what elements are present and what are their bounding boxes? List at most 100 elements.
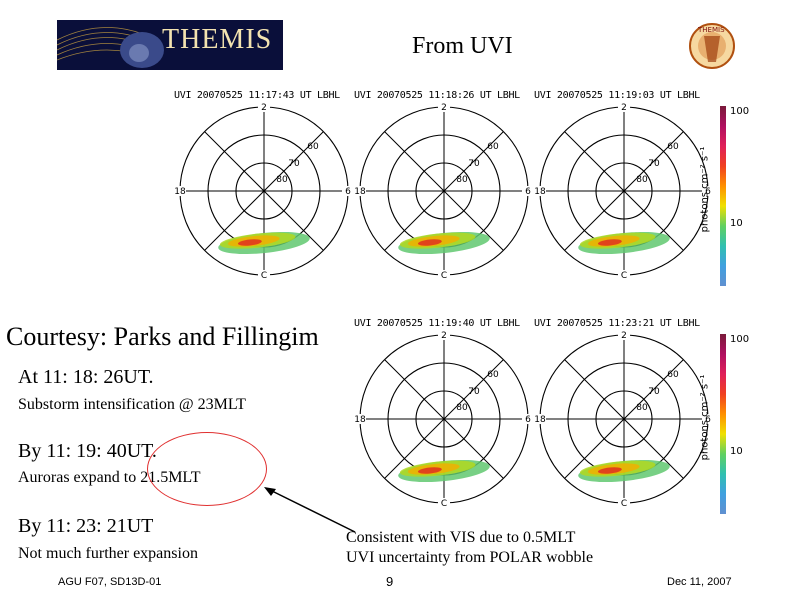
aurora-blob xyxy=(597,467,622,474)
meridian-line xyxy=(384,359,504,479)
polar-label-bottom: C xyxy=(261,271,267,281)
logo-text: THEMIS xyxy=(162,24,273,55)
aurora-blob xyxy=(417,239,442,246)
colorbar-unit-label: photons cm⁻² s⁻¹ xyxy=(699,146,711,233)
uvi-panel-2: UVI 20070525 11:18:26 UT LBHL 2 18 6 C 60 70 8… xyxy=(354,90,534,288)
label-bg xyxy=(258,102,270,112)
latitude-label-70: 70 xyxy=(288,159,300,169)
polar-label-left: 18 xyxy=(354,187,366,197)
latitude-label-60: 60 xyxy=(487,370,499,380)
courtesy-text: Courtesy: Parks and Fillingim xyxy=(6,322,319,351)
aurora-blob xyxy=(237,239,262,246)
polar-label-right: 6 xyxy=(705,187,711,197)
latitude-label-60: 60 xyxy=(307,142,319,152)
meridian-line xyxy=(564,131,684,251)
label-bg xyxy=(522,414,534,424)
latitude-label-80: 80 xyxy=(456,175,468,185)
aurora-emission xyxy=(398,231,490,255)
polar-label-right: 6 xyxy=(525,187,531,197)
themis-mascot-logo: THEMIS xyxy=(684,22,744,72)
label-bg xyxy=(438,102,450,112)
latitude-label-80: 80 xyxy=(636,403,648,413)
meridian-line xyxy=(384,131,504,251)
label-bg xyxy=(618,330,630,340)
colorbar-mid-label: 10 xyxy=(730,446,743,457)
magnetosphere-graphic xyxy=(57,27,164,68)
colorbar-max-label: 100 xyxy=(730,106,750,117)
aurora-emission xyxy=(218,231,310,255)
label-bg xyxy=(702,414,714,424)
themis-logo: THEMIS xyxy=(57,20,283,70)
colorbar-max-label: 100 xyxy=(730,334,750,345)
colorbar-top: 100 10 photons cm⁻² s⁻¹ xyxy=(696,106,756,296)
label-bg xyxy=(618,498,630,508)
latitude-label-70: 70 xyxy=(468,387,480,397)
polar-label-bottom: C xyxy=(621,271,627,281)
uvi-panel-1: UVI 20070525 11:17:43 UT LBHL 2 18 6 C 60 70 8… xyxy=(174,90,354,288)
latitude-label-60: 60 xyxy=(667,142,679,152)
latitude-label-80: 80 xyxy=(636,175,648,185)
colorbar-bottom: 100 10 photons cm⁻² s⁻¹ xyxy=(696,334,756,524)
aurora-blob xyxy=(597,239,622,246)
polar-label-bottom: C xyxy=(441,271,447,281)
label-bg xyxy=(174,186,186,196)
svg-text:THEMIS: THEMIS xyxy=(697,26,725,34)
expansion-text: Not much further expansion xyxy=(18,545,198,562)
colorbar-gradient xyxy=(720,106,726,286)
polar-label-left: 18 xyxy=(354,415,366,425)
aurora-emission xyxy=(578,459,670,483)
label-bg xyxy=(618,102,630,112)
label-bg xyxy=(438,330,450,340)
polar-label-bottom: C xyxy=(441,499,447,509)
latitude-label-60: 60 xyxy=(667,370,679,380)
uvi-panel-4: UVI 20070525 11:19:40 UT LBHL 2 18 6 C 60 70 8… xyxy=(354,318,534,516)
label-bg xyxy=(438,270,450,280)
uvi-panel-3: UVI 20070525 11:19:03 UT LBHL 2 18 6 C 60 70 8… xyxy=(534,90,714,288)
polar-label-left: 18 xyxy=(534,187,546,197)
aurora-blob xyxy=(417,467,442,474)
polar-label-top: 2 xyxy=(621,103,627,113)
pointer-arrow xyxy=(264,487,356,533)
panel-title: UVI 20070525 11:18:26 UT LBHL xyxy=(354,90,520,101)
consistent-line-2: UVI uncertainty from POLAR wobble xyxy=(346,549,594,566)
panel-title: UVI 20070525 11:19:03 UT LBHL xyxy=(534,90,700,101)
label-bg xyxy=(534,186,546,196)
polar-label-left: 18 xyxy=(174,187,186,197)
colorbar-unit-label: photons cm⁻² s⁻¹ xyxy=(699,374,711,461)
label-bg xyxy=(258,270,270,280)
latitude-label-80: 80 xyxy=(456,403,468,413)
consistent-note: Consistent with VIS due to 0.5MLT UVI un… xyxy=(346,528,593,568)
panel-title: UVI 20070525 11:23:21 UT LBHL xyxy=(534,318,700,329)
latitude-label-70: 70 xyxy=(648,387,660,397)
latitude-label-80: 80 xyxy=(276,175,288,185)
substorm-text: Substorm intensification @ 23MLT xyxy=(18,396,246,413)
label-bg xyxy=(354,414,366,424)
meridian-line xyxy=(204,131,324,251)
polar-label-left: 18 xyxy=(534,415,546,425)
footer-conference: AGU F07, SD13D-01 xyxy=(58,576,162,588)
panel-title: UVI 20070525 11:17:43 UT LBHL xyxy=(174,90,340,101)
polar-label-top: 2 xyxy=(441,331,447,341)
consistent-line-1: Consistent with VIS due to 0.5MLT xyxy=(346,529,576,546)
latitude-label-60: 60 xyxy=(487,142,499,152)
time-label-3: By 11: 23: 21UT xyxy=(18,515,154,537)
time-label-2: By 11: 19: 40UT. xyxy=(18,440,157,462)
meridian-line xyxy=(564,359,684,479)
label-bg xyxy=(354,186,366,196)
polar-label-top: 2 xyxy=(441,103,447,113)
latitude-label-70: 70 xyxy=(648,159,660,169)
polar-label-bottom: C xyxy=(621,499,627,509)
footer-date: Dec 11, 2007 xyxy=(667,576,732,588)
polar-label-right: 6 xyxy=(345,187,351,197)
label-bg xyxy=(438,498,450,508)
aurora-emission xyxy=(398,459,490,483)
aurora-emission xyxy=(578,231,670,255)
uvi-panel-5: UVI 20070525 11:23:21 UT LBHL 2 18 6 C 60 70 8… xyxy=(534,318,714,516)
polar-label-right: 6 xyxy=(705,415,711,425)
label-bg xyxy=(534,414,546,424)
